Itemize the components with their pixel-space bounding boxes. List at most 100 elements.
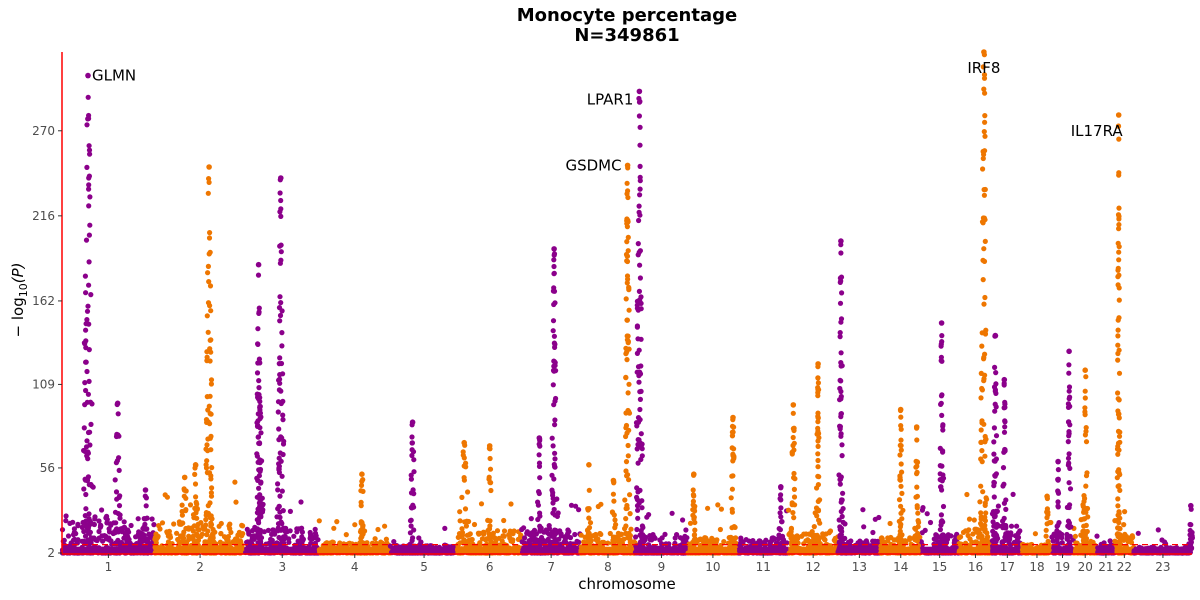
peak-point — [195, 534, 201, 540]
data-point — [501, 533, 507, 539]
peak-point — [83, 237, 90, 243]
peak-point — [408, 523, 414, 529]
peak-point — [637, 389, 643, 395]
data-point — [1029, 541, 1035, 548]
peak-point — [610, 537, 616, 543]
peak-point — [254, 510, 260, 516]
peak-point — [840, 506, 846, 512]
peak-point — [194, 539, 200, 545]
peak-point — [778, 505, 784, 511]
peak-point — [552, 456, 558, 462]
data-point — [709, 538, 716, 544]
peak-point — [86, 147, 93, 153]
peak-point — [626, 535, 633, 541]
peak-point — [276, 466, 282, 472]
peak-top-point — [624, 162, 631, 169]
peak-point — [279, 473, 285, 479]
peak-point — [256, 305, 262, 311]
peak-point — [626, 427, 632, 433]
peak-point — [256, 309, 262, 315]
peak-point — [141, 524, 147, 530]
peak-point — [815, 425, 821, 431]
peak-point — [81, 425, 87, 431]
peak-point — [143, 495, 149, 501]
peak-point — [186, 545, 192, 551]
peak-point — [258, 430, 264, 436]
peak-point — [86, 173, 92, 179]
peak-point — [280, 398, 286, 404]
data-point — [1010, 491, 1016, 497]
peak-point — [114, 458, 120, 464]
peak-point — [205, 528, 211, 534]
peak-point — [790, 434, 796, 441]
data-point — [271, 527, 277, 533]
data-point — [1122, 531, 1128, 537]
peak-point — [978, 439, 984, 445]
data-point — [294, 529, 300, 535]
data-point — [573, 503, 579, 509]
peak-point — [86, 378, 92, 384]
data-point — [471, 521, 478, 528]
peak-point — [980, 489, 986, 495]
peak-point — [550, 500, 556, 506]
peak-point — [256, 385, 262, 391]
peak-point — [254, 517, 260, 523]
peak-point — [838, 431, 844, 437]
peak-point — [624, 357, 630, 363]
peak-point — [626, 285, 632, 291]
peak-point — [623, 345, 629, 351]
peak-point — [85, 116, 91, 122]
peak-point — [208, 476, 214, 482]
peak-point — [623, 296, 629, 302]
peak-point — [462, 506, 469, 512]
data-point — [1015, 530, 1022, 536]
data-point — [1032, 531, 1038, 537]
peak-point — [913, 458, 919, 464]
peak-point — [82, 273, 88, 279]
peak-point — [536, 489, 542, 495]
data-point — [971, 517, 977, 523]
point-band — [1133, 546, 1192, 553]
peak-point — [179, 512, 185, 518]
point-band — [738, 546, 789, 553]
peak-point — [622, 497, 628, 503]
data-point — [224, 537, 230, 543]
peak-point — [815, 546, 822, 552]
peak-point — [637, 406, 643, 413]
peak-point — [585, 527, 591, 533]
data-point — [475, 530, 481, 536]
peak-point — [839, 497, 845, 503]
data-point — [81, 528, 87, 535]
peak-top-point — [636, 88, 643, 95]
data-point — [872, 538, 878, 544]
data-point — [1090, 539, 1096, 546]
peak-point — [637, 124, 643, 130]
data-point — [1155, 527, 1161, 533]
peak-point — [612, 517, 618, 523]
data-point — [106, 526, 112, 532]
peak-point — [792, 502, 798, 508]
data-point — [156, 523, 162, 529]
data-point — [300, 536, 306, 542]
peak-point — [691, 505, 697, 512]
peak-point — [635, 515, 641, 521]
peak-point — [278, 300, 284, 306]
data-point — [882, 539, 888, 546]
peak-point — [277, 312, 284, 319]
peak-point — [838, 535, 844, 541]
peak-point — [625, 276, 631, 282]
peak-point — [278, 242, 284, 248]
data-point — [1052, 532, 1058, 538]
peak-point — [816, 517, 822, 523]
peak-point — [636, 288, 643, 294]
peak-point — [839, 453, 845, 459]
peak-point — [635, 336, 641, 342]
data-point — [822, 537, 828, 543]
peak-point — [637, 396, 644, 402]
peak-point — [838, 388, 844, 395]
data-point — [478, 501, 485, 507]
peak-point — [463, 460, 469, 466]
peak-point — [279, 488, 285, 494]
data-point — [574, 538, 580, 545]
